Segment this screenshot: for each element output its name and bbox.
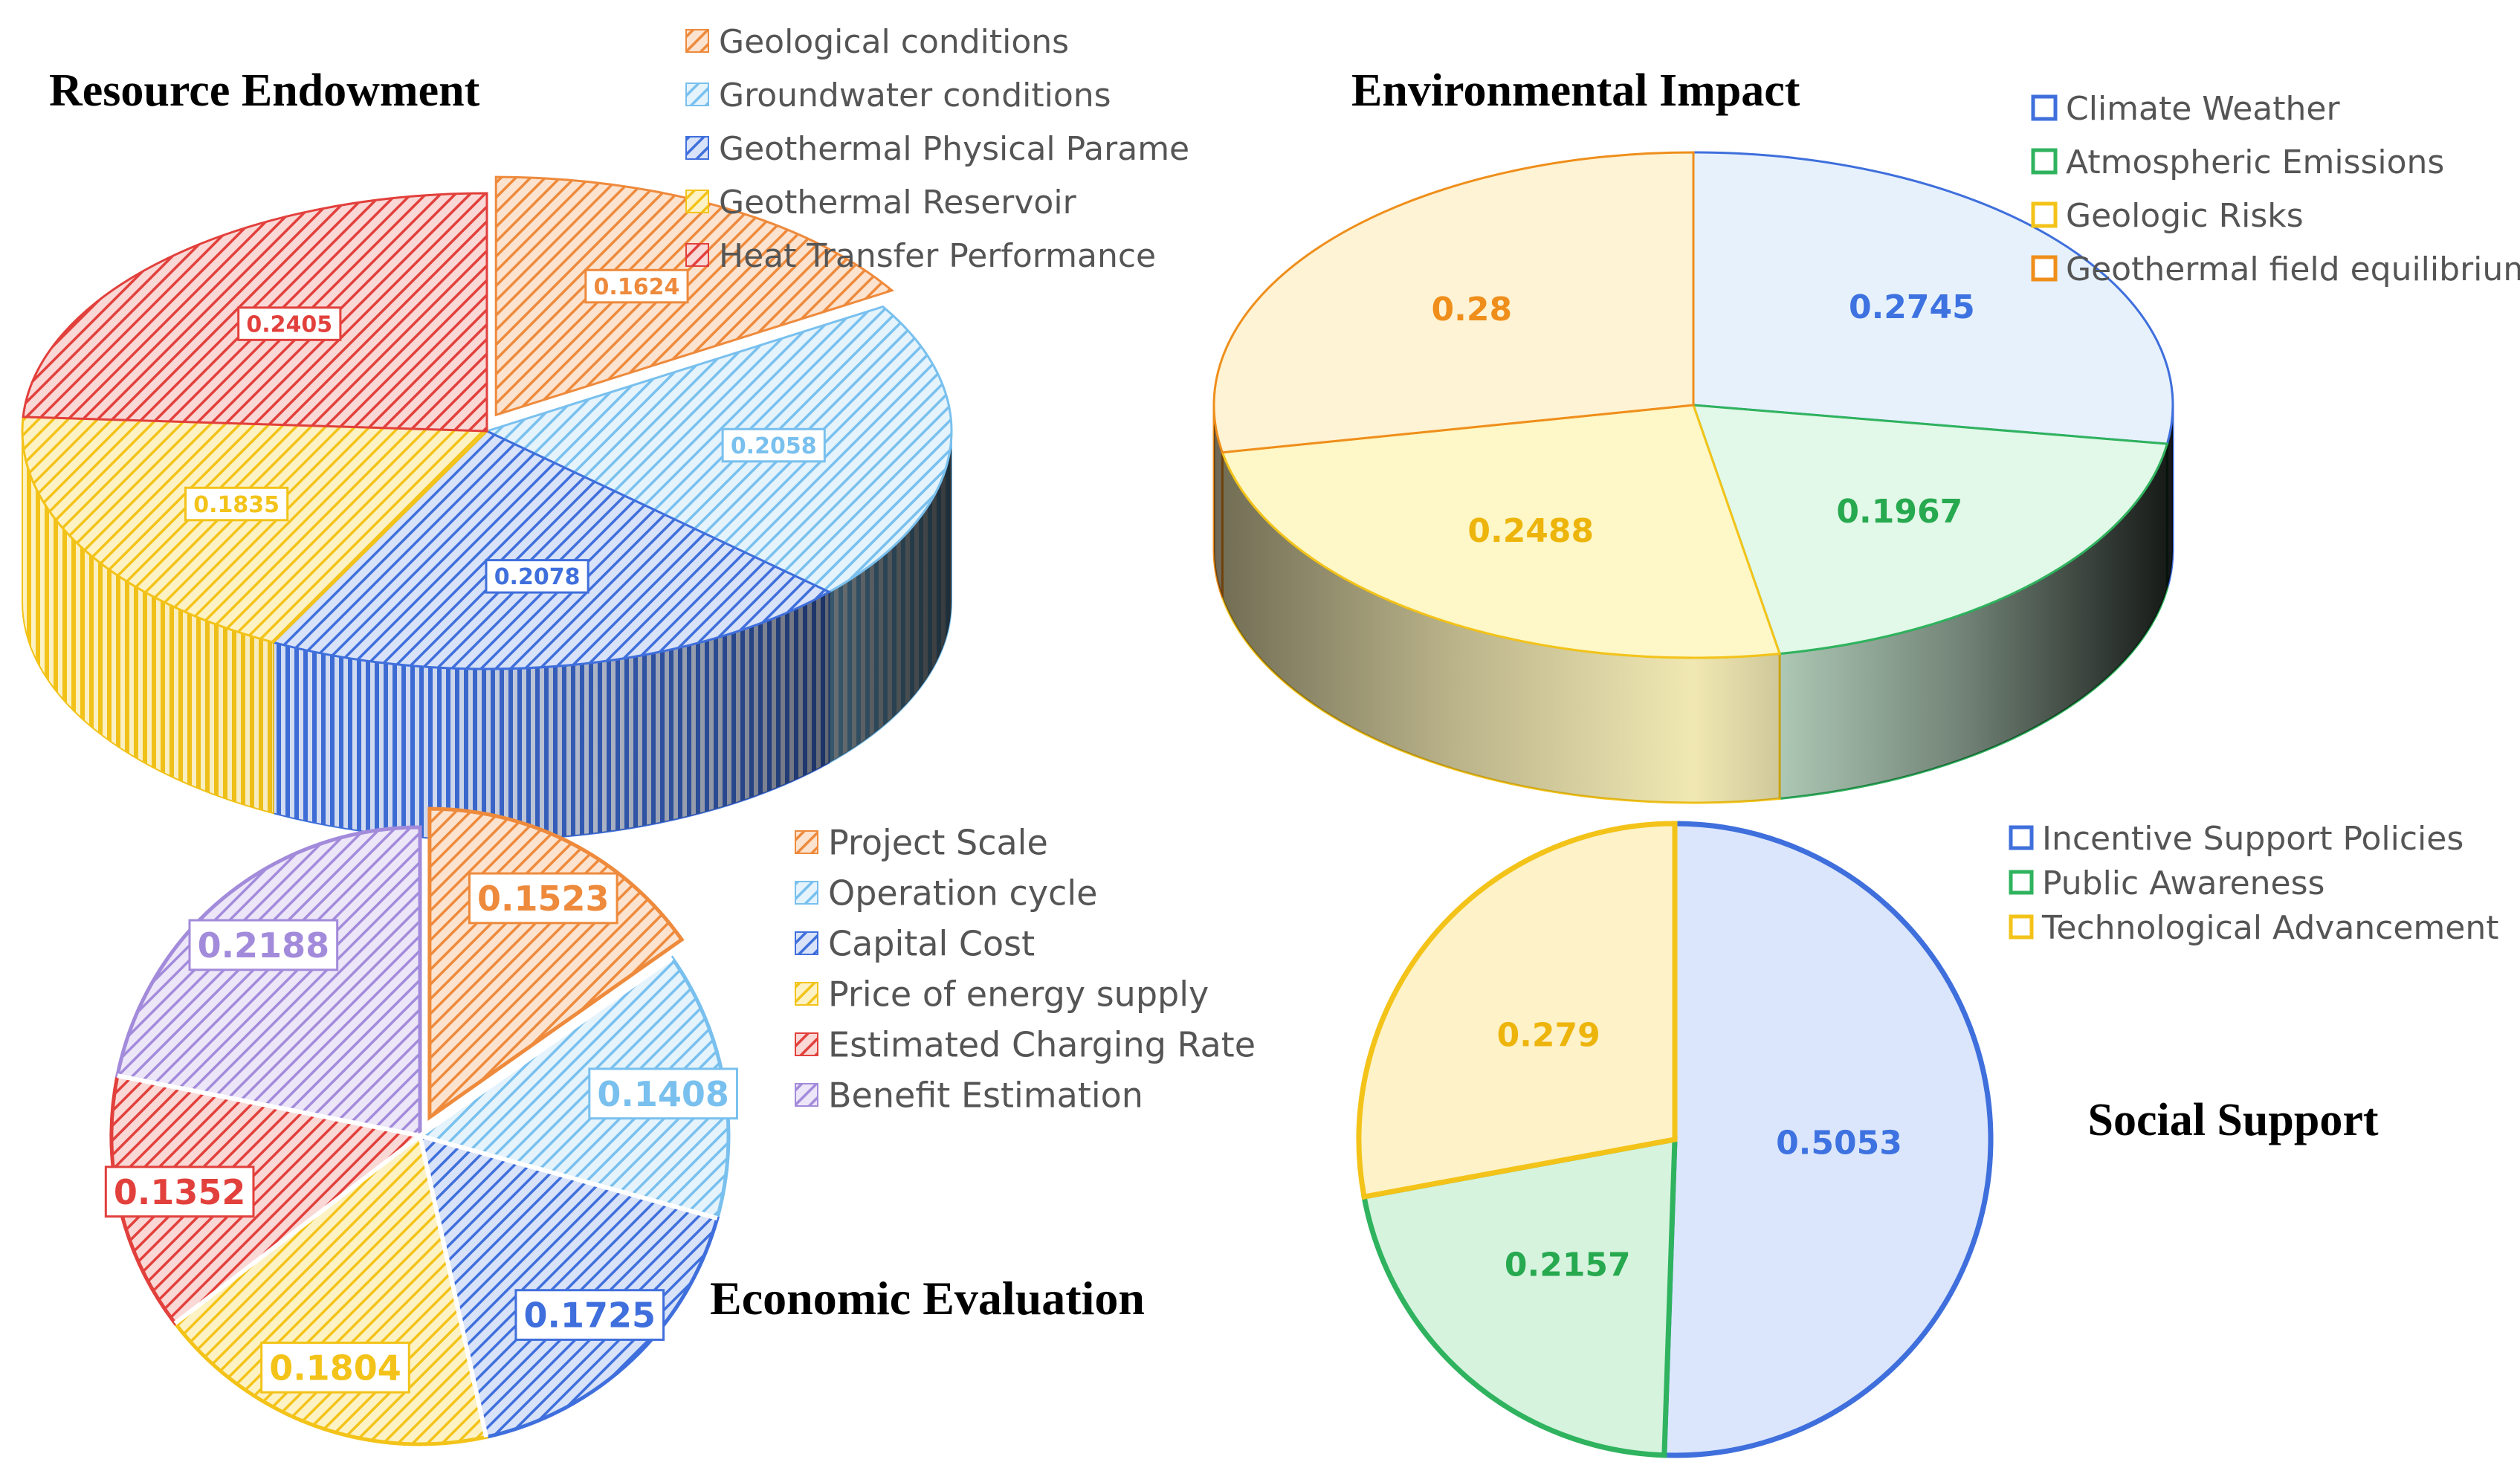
slice-atmospheric-emissions	[1691, 404, 2169, 656]
data-label-geothermal-reservoir: 0.1835	[193, 492, 280, 518]
data-label-groundwater-conditions: 0.2058	[731, 433, 817, 459]
slice-geological-conditions	[494, 175, 894, 417]
data-label-operation-cycle: 0.1408	[597, 1074, 729, 1114]
legend-swatch-estimated-charging-rate	[795, 1032, 818, 1056]
data-label-groundwater-conditions-box	[721, 427, 826, 463]
legend-swatch-capital-cost	[795, 931, 818, 955]
data-label-public-awareness: 0.2157	[1505, 1246, 1631, 1284]
slice-separator	[418, 1135, 488, 1438]
legend-label-technological-advancement: Technological Advancement	[2041, 909, 2499, 947]
legend-label-geological-conditions: Geological conditions	[719, 23, 1069, 61]
legend-label-benefit-estimation: Benefit Estimation	[828, 1076, 1143, 1116]
legend-label-groundwater-conditions: Groundwater conditions	[719, 77, 1111, 114]
legend-label-heat-transfer-performance: Heat Transfer Performance	[719, 237, 1156, 275]
legend-label-estimated-charging-rate: Estimated Charging Rate	[828, 1025, 1256, 1065]
legend-label-public-awareness: Public Awareness	[2042, 864, 2324, 902]
legend-label-geothermal-physical-parame: Geothermal Physical Parame	[719, 130, 1189, 168]
data-label-estimated-charging-rate-box	[104, 1165, 255, 1218]
legend-swatch-geothermal-physical-parame	[685, 136, 709, 160]
legend-swatch-geothermal-reservoir	[685, 190, 709, 213]
data-label-technological-advancement: 0.279	[1497, 1016, 1600, 1054]
resource-endowment-chart: 0.1624 0.2058 0.2078 0.1835 0.2405 Resource E…	[21, 23, 1189, 841]
slice-climate-weather	[1692, 151, 2174, 445]
slice-benefit-estimation	[115, 825, 422, 1139]
legend-swatch-geological-conditions	[685, 29, 709, 53]
legend-swatch-price-of-energy-supply	[795, 982, 818, 1006]
legend-swatch-climate-weather	[2031, 94, 2058, 121]
data-label-benefit-estimation-box	[188, 919, 339, 971]
legend-swatch-geologic-risks	[2031, 201, 2058, 228]
legend-label-price-of-energy-supply: Price of energy supply	[828, 974, 1209, 1015]
slice-separator	[173, 1134, 421, 1325]
legend-swatch-heat-transfer-performance	[685, 243, 709, 267]
side-shading	[22, 431, 952, 840]
legend-label-atmospheric-emissions: Atmospheric Emissions	[2066, 143, 2444, 181]
data-label-price-of-energy-supply-box	[260, 1341, 410, 1394]
slice-public-awareness	[1360, 1136, 1678, 1458]
legend-label-geothermal-reservoir: Geothermal Reservoir	[719, 184, 1077, 222]
data-label-estimated-charging-rate: 0.1352	[114, 1172, 246, 1212]
legend-label-climate-weather: Climate Weather	[2066, 90, 2340, 128]
environmental-impact-chart: 0.2745 0.1967 0.2488 0.28 Environmental Impa…	[1212, 65, 2520, 804]
data-label-atmospheric-emissions: 0.1967	[1836, 493, 1962, 531]
social-support-chart: 0.5053 0.2157 0.279 Social Support Incentive…	[1356, 820, 2499, 1458]
chart-title-social-support: Social Support	[2087, 1095, 2378, 1145]
slice-separator	[117, 1073, 421, 1138]
slice-separator	[419, 956, 673, 1138]
data-label-geothermal-physical-parame: 0.2078	[494, 564, 581, 590]
data-label-capital-cost: 0.1725	[523, 1296, 656, 1336]
side-shading	[1214, 405, 2173, 803]
data-label-operation-cycle-box	[588, 1067, 738, 1120]
legend-label-operation-cycle: Operation cycle	[828, 873, 1097, 914]
economic-evaluation-chart: 0.1523 0.1408 0.1725 0.1804 0.1352 0.2188 Econ…	[104, 806, 1256, 1446]
data-label-geological-conditions-box	[584, 268, 689, 304]
data-label-heat-transfer-performance-box	[237, 306, 342, 341]
legend-label-geothermal-field-equilibrium: Geothermal field equilibrium	[2066, 250, 2520, 288]
data-label-geologic-risks: 0.2488	[1467, 512, 1594, 550]
legend-label-geologic-risks: Geologic Risks	[2066, 197, 2304, 235]
data-label-heat-transfer-performance: 0.2405	[246, 311, 332, 337]
slice-capital-cost	[417, 1133, 720, 1440]
slice-geothermal-reservoir	[21, 415, 490, 644]
data-label-price-of-energy-supply: 0.1804	[269, 1348, 401, 1388]
data-label-project-scale-box	[468, 872, 618, 925]
data-label-geological-conditions: 0.1624	[594, 274, 680, 300]
slice-geothermal-field-equilibrium	[1212, 151, 1695, 454]
chart-title-resource-endowment: Resource Endowment	[49, 65, 480, 116]
slice-geothermal-physical-parame	[271, 430, 832, 670]
legend-swatch-benefit-estimation	[795, 1083, 818, 1107]
legend-swatch-atmospheric-emissions	[2031, 148, 2058, 175]
legend-swatch-project-scale	[795, 830, 818, 854]
legend-swatch-public-awareness	[2009, 870, 2034, 895]
legend-label-capital-cost: Capital Cost	[828, 924, 1035, 964]
data-label-project-scale: 0.1523	[477, 879, 610, 919]
legend-swatch-operation-cycle	[795, 881, 818, 905]
data-label-geothermal-physical-parame-box	[485, 559, 589, 594]
data-label-capital-cost-box	[514, 1289, 665, 1341]
data-label-geothermal-reservoir-box	[184, 486, 289, 522]
chart-title-environmental-impact: Environmental Impact	[1351, 65, 1800, 116]
legend-label-project-scale: Project Scale	[828, 823, 1048, 863]
data-label-geothermal-field-equilibrium: 0.28	[1432, 291, 1513, 329]
slice-separator	[419, 1134, 718, 1220]
legend-label-incentive-support-policies: Incentive Support Policies	[2042, 820, 2464, 858]
slice-technological-advancement	[1356, 821, 1678, 1200]
legend-swatch-incentive-support-policies	[2009, 825, 2034, 850]
slice-incentive-support-policies	[1661, 821, 1994, 1458]
slice-geologic-risks	[1221, 404, 1782, 659]
data-label-climate-weather: 0.2745	[1849, 288, 1975, 326]
chart-title-economic-evaluation: Economic Evaluation	[710, 1272, 1145, 1325]
legend-swatch-groundwater-conditions	[685, 83, 709, 106]
legend-swatch-geothermal-field-equilibrium	[2031, 255, 2058, 282]
slice-groundwater-conditions	[483, 305, 953, 594]
data-label-incentive-support-policies: 0.5053	[1776, 1125, 1902, 1163]
legend-swatch-technological-advancement	[2009, 914, 2034, 940]
data-label-benefit-estimation: 0.2188	[198, 925, 330, 966]
